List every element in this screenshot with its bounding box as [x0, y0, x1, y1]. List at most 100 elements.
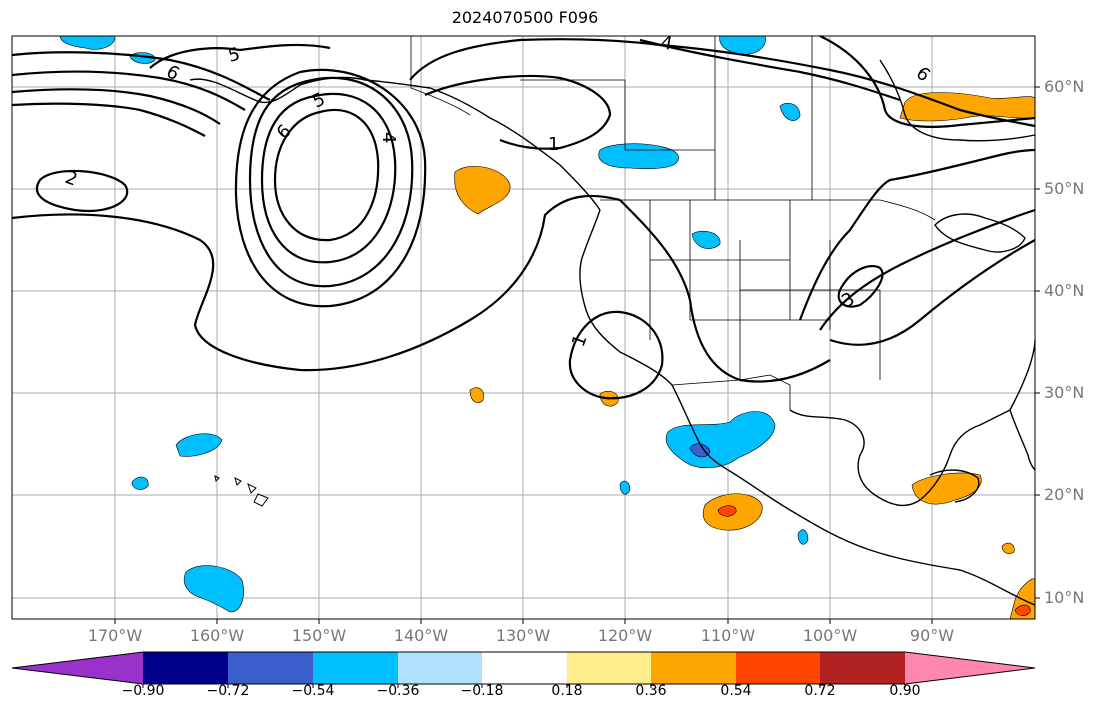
contour-cutoff-1 — [568, 310, 664, 400]
hawaii-island-3 — [253, 493, 269, 507]
border-us-states — [649, 200, 881, 380]
baja-coast — [671, 384, 729, 471]
lat-label-60n: 60°N — [1044, 77, 1085, 96]
colorbar — [11, 651, 1036, 688]
blue-blob-hawaii-north — [175, 433, 223, 457]
contour-label: 4 — [378, 132, 399, 143]
colorbar-tick-label: 0.18 — [551, 683, 583, 699]
contour-east-outer — [798, 148, 1036, 321]
yucatan-coast — [929, 469, 980, 503]
islands — [214, 475, 269, 507]
lat-label-30n: 30°N — [1044, 383, 1085, 402]
orange-blob-gulf-of-alaska — [454, 165, 511, 215]
hawaii-island-1 — [234, 477, 242, 486]
lon-label-90w: 90°W — [909, 626, 955, 645]
lon-label-170w: 170°W — [87, 626, 143, 645]
colorbar-segment — [313, 652, 398, 684]
border-alaska-canada — [410, 36, 471, 116]
contour-canada-4 — [639, 38, 901, 102]
contour-east-low — [829, 239, 1036, 346]
colorbar-segment — [820, 652, 905, 684]
lon-label-150w: 150°W — [291, 626, 347, 645]
hawaii-island-2 — [247, 483, 257, 494]
colorbar-tick-label: −0.72 — [206, 683, 250, 699]
orange-blob-caribbean-small — [1001, 542, 1015, 554]
colorbar-segment — [651, 652, 736, 684]
gulf-coast — [789, 409, 1011, 507]
contour-left-small — [35, 169, 129, 213]
lat-label-20n: 20°N — [1044, 485, 1085, 504]
colorbar-segment — [567, 652, 651, 684]
colorbar-tick-label: −0.36 — [376, 683, 420, 699]
contour-upper-4 — [11, 102, 206, 137]
colorbar-tick-label: −0.18 — [460, 683, 504, 699]
contour-ridge-top — [409, 38, 1036, 128]
contour-upper-2 — [11, 70, 246, 111]
graticule — [12, 36, 1035, 619]
contour-low-ring-2 — [260, 92, 397, 264]
blue-blob-hawaii-south — [183, 565, 244, 613]
contour-top-5 — [149, 43, 331, 69]
lat-label-50n: 50°N — [1044, 179, 1085, 198]
contour-ridge-inner — [424, 74, 612, 150]
lon-label-100w: 100°W — [802, 626, 858, 645]
contour-low-ring-1 — [273, 108, 380, 242]
indigo-blob-mexico — [689, 443, 711, 458]
contour-upper-1 — [11, 51, 271, 101]
hawaii-island-4 — [214, 475, 220, 483]
mexico-coast — [727, 469, 1036, 606]
lon-label-110w: 110°W — [700, 626, 756, 645]
colorbar-segment — [143, 652, 228, 684]
colorbar-segment — [228, 652, 313, 684]
blue-blob-mexico — [665, 411, 776, 469]
colorbar-segment — [736, 652, 820, 684]
lon-label-120w: 120°W — [597, 626, 653, 645]
contour-canada-6 — [819, 35, 1036, 128]
lon-label-160w: 160°W — [189, 626, 245, 645]
colorbar-segment — [482, 652, 567, 684]
east-coast — [1009, 339, 1036, 411]
blue-blob-mexico-small — [797, 529, 809, 545]
florida-coast — [1009, 409, 1036, 471]
lon-label-140w: 140°W — [393, 626, 449, 645]
contour-trough-1 — [619, 199, 831, 383]
colorbar-extend-low — [12, 652, 143, 684]
contour-low-ring-3 — [248, 76, 414, 288]
colorbar-segment — [398, 652, 482, 684]
great-lakes — [934, 213, 1026, 253]
blue-blob-hudson-small — [779, 103, 801, 121]
blue-blob-montana — [691, 231, 721, 249]
contour-label: 5 — [226, 44, 242, 67]
lat-label-10n: 10°N — [1044, 588, 1085, 607]
map-title: 2024070500 F096 — [451, 8, 599, 27]
contour-label: 1 — [548, 134, 559, 155]
red-blob-mexico-pacific — [717, 505, 737, 517]
colorbar-tick-label: −0.90 — [121, 683, 165, 699]
height-contours — [11, 35, 1036, 400]
red-blob-central-america — [1014, 604, 1031, 616]
border-canada-us — [600, 199, 936, 221]
contour-upper-3 — [11, 88, 221, 125]
blue-blob-baja-south — [619, 480, 631, 495]
colorbar-tick-label: 0.54 — [720, 683, 752, 699]
colorbar-tick-label: −0.54 — [291, 683, 335, 699]
ticks — [114, 86, 1040, 624]
contour-low-ring-4 — [234, 68, 427, 308]
contour-label: 4 — [659, 32, 674, 55]
west-coast — [579, 209, 673, 386]
orange-blob-small-30n — [469, 387, 484, 403]
colorbar-tick-label: 0.36 — [635, 683, 667, 699]
contour-big-outer — [11, 194, 621, 372]
colorbar-tick-label: 0.90 — [889, 683, 921, 699]
lat-label-40n: 40°N — [1044, 281, 1085, 300]
blue-blob-hawaii-west — [131, 476, 149, 490]
border-canada-provinces — [520, 36, 813, 200]
border-us-mexico — [671, 374, 791, 410]
colorbar-tick-label: 0.72 — [804, 683, 836, 699]
colorbar-extend-high — [905, 652, 1035, 684]
contour-east-inner — [819, 208, 1036, 331]
political-borders — [410, 36, 936, 410]
blue-blob-top-left — [59, 35, 116, 50]
lon-label-130w: 130°W — [495, 626, 551, 645]
